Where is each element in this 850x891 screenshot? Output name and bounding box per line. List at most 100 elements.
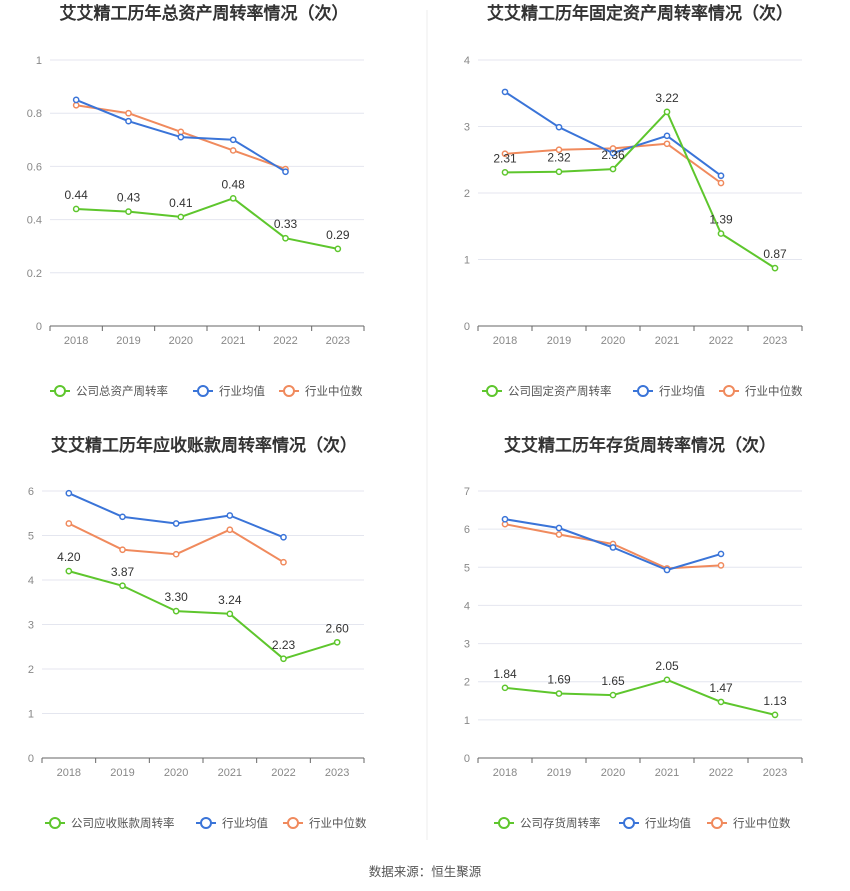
data-point-median [125,109,132,117]
data-point-average [663,132,671,140]
data-point-company [663,108,671,116]
x-tick-label: 2022 [273,335,297,347]
legend-item-company[interactable]: 公司固定资产周转率 [482,384,612,398]
data-point-company [501,684,509,692]
x-tick-label: 2019 [116,335,140,347]
data-point-average [609,544,617,551]
y-tick-label: 2 [464,188,470,200]
y-tick-label: 1 [28,709,34,721]
x-tick-label: 2020 [169,335,193,347]
data-point-average [501,515,509,523]
legend-label: 行业均值 [645,816,691,830]
y-tick-label: 3 [28,620,34,632]
y-tick-label: 4 [28,575,34,587]
data-label: 1.65 [601,674,625,688]
legend-item-average[interactable]: 行业均值 [633,384,705,398]
chart-title: 艾艾精工历年总资产周转率情况（次） [60,3,349,24]
data-point-average [555,123,563,131]
data-point-company [177,213,185,221]
data-point-company [229,194,237,202]
y-tick-label: 7 [464,486,470,498]
data-label: 2.05 [655,659,679,673]
x-tick-label: 2019 [110,767,134,779]
legend-item-average[interactable]: 行业均值 [196,816,268,830]
data-point-median [226,526,234,534]
legend-marker [49,817,61,829]
series-line-average [68,492,284,539]
y-tick-label: 1 [464,715,470,727]
data-label: 3.87 [111,565,135,579]
data-point-average [663,566,671,574]
legend-marker [637,385,649,397]
data-label: 2.60 [325,621,349,635]
data-label: 2.36 [601,148,625,162]
legend-label: 行业中位数 [309,816,367,830]
data-point-company [771,711,779,719]
x-tick-label: 2018 [493,335,517,347]
legend-item-average[interactable]: 行业均值 [619,816,691,830]
legend-item-company[interactable]: 公司总资产周转率 [50,384,168,398]
y-tick-label: 6 [28,486,34,498]
legend-label: 公司总资产周转率 [76,384,168,398]
data-point-company [501,169,509,176]
x-tick-label: 2022 [709,767,733,779]
series-line-company [504,110,776,269]
data-label: 0.44 [64,188,88,202]
data-point-average [125,117,132,125]
y-tick-label: 0 [464,753,470,765]
data-label: 0.29 [326,228,350,242]
y-tick-label: 3 [464,122,470,134]
data-label: 0.33 [274,217,298,231]
data-label: 1.69 [547,673,571,687]
data-label: 4.20 [57,550,81,564]
y-tick-label: 0 [464,321,470,333]
data-point-median [717,562,725,569]
data-label: 0.43 [117,191,141,205]
x-tick-label: 2023 [763,767,787,779]
legend-marker [283,385,295,397]
data-point-company [172,607,180,615]
x-tick-label: 2021 [655,335,679,347]
x-tick-label: 2019 [547,335,571,347]
data-point-company [609,165,617,173]
data-point-median [555,146,563,154]
legend-marker [498,817,510,829]
y-tick-label: 0.6 [27,161,42,173]
x-tick-label: 2020 [601,335,625,347]
legend-label: 公司存货周转率 [520,816,601,830]
legend-item-median[interactable]: 行业中位数 [719,384,803,398]
x-tick-label: 2018 [493,767,517,779]
legend-marker [200,817,212,829]
legend-label: 行业均值 [659,384,705,398]
legend-marker [486,385,498,397]
x-tick-label: 2021 [221,335,245,347]
legend-item-average[interactable]: 行业均值 [193,384,265,398]
data-label: 0.41 [169,196,193,210]
legend-item-company[interactable]: 公司存货周转率 [494,816,601,830]
data-point-median [663,140,671,148]
data-label: 1.84 [493,667,517,681]
legend-item-median[interactable]: 行业中位数 [279,384,363,398]
legend-label: 公司固定资产周转率 [508,384,612,398]
data-point-median [555,531,563,538]
data-point-average [226,512,234,519]
data-point-company [226,610,234,618]
data-point-company [125,208,132,215]
legend-item-median[interactable]: 行业中位数 [283,816,367,830]
legend-item-company[interactable]: 公司应收账款周转率 [45,816,175,830]
data-point-median [501,150,509,158]
data-point-company [65,567,73,575]
data-point-average [177,133,185,141]
data-point-company [771,264,779,272]
data-point-average [229,136,237,144]
data-point-company [717,230,725,237]
y-tick-label: 0.4 [27,215,42,227]
series-line-company [76,197,339,250]
data-point-company [663,676,671,684]
y-tick-label: 3 [464,639,470,651]
y-tick-label: 5 [28,531,34,543]
data-point-company [282,234,289,242]
charts-group: 艾艾精工历年总资产周转率情况（次） 0 0.2 0.4 0.6 0.8 1 2018 2019 2… [27,3,803,830]
legend-item-median[interactable]: 行业中位数 [707,816,791,830]
